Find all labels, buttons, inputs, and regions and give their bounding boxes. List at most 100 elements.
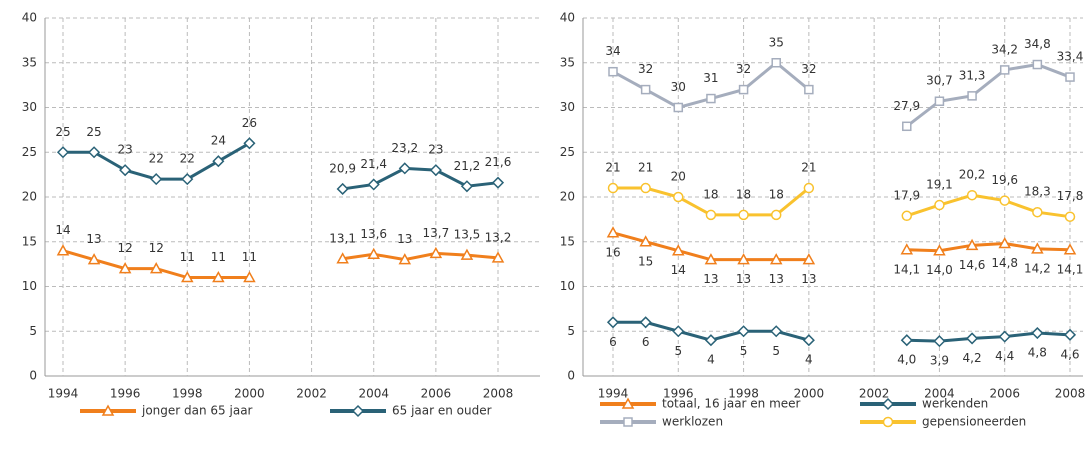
marker	[705, 209, 717, 221]
data-label: 20,2	[959, 168, 986, 182]
marker	[900, 243, 914, 255]
marker	[640, 182, 651, 194]
y-tick-label: 0	[567, 369, 575, 383]
x-tick-label: 1996	[663, 387, 694, 401]
marker	[803, 182, 815, 194]
data-label: 12	[118, 241, 133, 255]
marker	[491, 176, 505, 189]
y-tick-label: 15	[560, 234, 575, 248]
x-tick-label: 1996	[110, 387, 141, 401]
data-label: 23	[428, 143, 443, 157]
marker	[900, 334, 913, 347]
y-tick-label: 30	[560, 100, 575, 114]
data-label: 22	[149, 152, 164, 166]
marker	[1063, 243, 1077, 255]
data-label: 21,6	[485, 155, 512, 169]
data-label: 20,9	[329, 161, 356, 175]
x-tick-label: 2006	[421, 387, 452, 401]
marker	[933, 244, 946, 256]
data-label: 25	[55, 125, 70, 139]
marker	[1063, 328, 1077, 341]
marker	[902, 121, 912, 132]
data-label: 14,1	[893, 262, 920, 276]
data-label: 31,3	[959, 68, 986, 82]
data-label: 13,7	[422, 226, 449, 240]
x-tick-label: 2008	[483, 387, 514, 401]
data-label: 13	[86, 232, 101, 246]
data-label: 18	[703, 187, 718, 201]
data-label: 24	[211, 134, 226, 148]
data-label: 26	[242, 116, 257, 130]
marker	[967, 91, 977, 101]
marker	[999, 65, 1010, 75]
data-label: 3,9	[930, 354, 949, 368]
data-label: 13,2	[485, 230, 512, 244]
marker	[56, 244, 70, 256]
marker	[770, 325, 783, 338]
y-tick-label: 30	[22, 100, 37, 114]
marker	[737, 253, 750, 265]
data-label: 34,2	[991, 42, 1018, 56]
marker	[966, 189, 978, 201]
marker	[672, 325, 685, 338]
marker	[704, 253, 718, 265]
y-tick-label: 25	[560, 145, 575, 159]
data-label: 4,0	[897, 353, 916, 367]
marker	[101, 404, 115, 416]
x-tick-label: 1998	[728, 387, 759, 401]
legend-label: gepensioneerden	[922, 415, 1026, 429]
marker	[212, 155, 225, 168]
data-label: 6	[609, 335, 617, 349]
data-label: 14	[671, 263, 686, 277]
marker	[738, 84, 749, 95]
data-label: 14,0	[926, 263, 953, 277]
marker	[802, 334, 815, 347]
marker	[1031, 326, 1044, 340]
legend-label: 65 jaar en ouder	[392, 404, 492, 418]
marker	[87, 253, 101, 265]
marker	[608, 66, 618, 77]
x-tick-label: 2000	[234, 387, 265, 401]
x-tick-label: 2000	[794, 387, 825, 401]
data-label: 14	[55, 223, 70, 237]
data-label: 25	[86, 125, 101, 139]
x-tick-label: 1994	[48, 387, 79, 401]
data-label: 35	[769, 35, 784, 49]
data-label: 30,7	[926, 74, 953, 88]
x-tick-label: 2002	[859, 387, 890, 401]
marker	[804, 84, 814, 95]
marker	[88, 146, 101, 159]
data-label: 17,9	[893, 188, 920, 202]
marker	[336, 182, 349, 196]
x-tick-label: 2002	[296, 387, 327, 401]
data-label: 13,6	[360, 227, 387, 241]
marker	[640, 84, 651, 95]
y-tick-label: 20	[22, 190, 37, 204]
marker	[243, 271, 256, 283]
marker	[150, 173, 163, 186]
marker	[56, 146, 70, 159]
legend-label: werkenden	[922, 397, 988, 411]
marker	[606, 226, 620, 238]
y-tick-label: 35	[560, 55, 575, 69]
marker	[1032, 206, 1043, 218]
data-label: 14,8	[991, 256, 1018, 270]
data-label: 4	[805, 353, 813, 367]
marker	[181, 173, 194, 186]
marker	[998, 236, 1011, 249]
marker	[119, 164, 132, 177]
data-label: 17,8	[1057, 189, 1084, 203]
marker	[673, 102, 684, 113]
marker	[1064, 211, 1076, 222]
data-label: 21	[605, 161, 620, 175]
marker	[706, 93, 716, 104]
x-tick-label: 2004	[358, 387, 389, 401]
data-label: 32	[736, 62, 751, 76]
data-label: 33,4	[1057, 50, 1084, 64]
marker	[367, 178, 380, 191]
data-label: 13	[397, 232, 412, 246]
data-label: 4,8	[1028, 346, 1047, 360]
marker	[243, 137, 256, 150]
y-tick-label: 5	[29, 324, 37, 338]
marker	[212, 271, 225, 283]
